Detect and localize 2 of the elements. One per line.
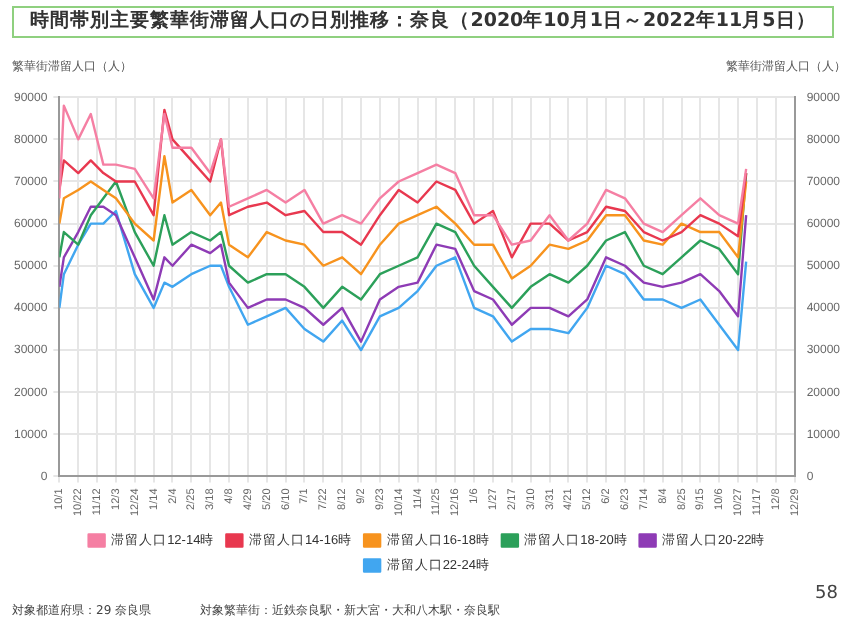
chart-title: 時間帯別主要繁華街滞留人口の日別推移：奈良（2020年10月1日～2022年11月5日） (12, 6, 834, 38)
text: 58 (815, 584, 838, 604)
